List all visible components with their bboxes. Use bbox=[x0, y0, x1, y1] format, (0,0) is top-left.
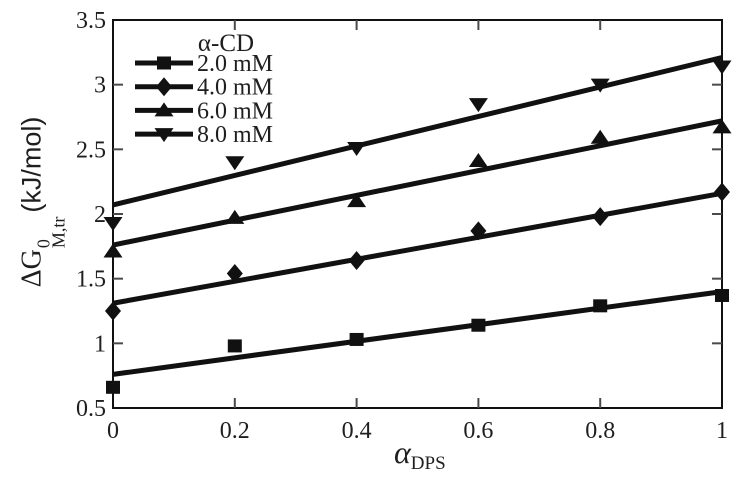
series-4.0-mM bbox=[105, 182, 730, 321]
series-fit-line bbox=[112, 118, 723, 248]
data-point-marker bbox=[348, 251, 365, 271]
legend-item-8.0-mM: 8.0 mM bbox=[135, 122, 273, 148]
data-point-marker bbox=[712, 119, 732, 134]
x-axis-label-subscript: DPS bbox=[410, 453, 446, 474]
legend-label: 4.0 mM bbox=[197, 75, 273, 101]
legend-item-4.0-mM: 4.0 mM bbox=[135, 75, 273, 101]
y-tick-label: 0.5 bbox=[76, 396, 106, 422]
legend-item-2.0-mM: 2.0 mM bbox=[135, 51, 273, 77]
y-axis-label-symbol: ΔG bbox=[16, 249, 48, 288]
data-point-marker bbox=[470, 221, 487, 241]
legend-key-marker bbox=[157, 56, 171, 70]
legend-label: 6.0 mM bbox=[197, 98, 273, 124]
x-axis-label: αDPS bbox=[394, 434, 446, 474]
x-tick-label: 0.6 bbox=[463, 418, 493, 444]
data-point-marker bbox=[225, 209, 245, 224]
x-tick-label: 0.4 bbox=[342, 418, 372, 444]
data-point-marker bbox=[349, 332, 364, 346]
data-point-marker bbox=[468, 152, 488, 167]
x-axis-label-symbol: α bbox=[394, 434, 411, 470]
data-point-marker bbox=[105, 301, 121, 321]
data-point-marker bbox=[590, 78, 610, 93]
legend-title: α-CD bbox=[198, 30, 254, 57]
data-point-marker bbox=[714, 182, 730, 202]
legend-label: 2.0 mM bbox=[197, 51, 273, 77]
y-axis-label-units: (kJ/mol) bbox=[16, 116, 47, 213]
y-tick-label: 2 bbox=[94, 202, 106, 228]
data-point-marker bbox=[106, 380, 120, 394]
y-tick-label: 1 bbox=[94, 331, 106, 357]
data-point-marker bbox=[590, 129, 610, 144]
x-tick-label: 0.8 bbox=[585, 418, 615, 444]
legend-label: 8.0 mM bbox=[197, 122, 273, 148]
data-point-marker bbox=[592, 207, 609, 227]
data-point-marker bbox=[226, 263, 243, 283]
y-axis-label: ΔG 0 M,tr (kJ/mol) bbox=[16, 116, 69, 288]
y-axis-label-subscript: M,tr bbox=[49, 216, 69, 249]
series-8.0-mM bbox=[103, 55, 732, 232]
legend-key-marker bbox=[156, 77, 172, 97]
series-6.0-mM bbox=[103, 118, 732, 258]
x-tick-label: 0.2 bbox=[220, 418, 250, 444]
data-point-marker bbox=[468, 98, 488, 113]
data-point-marker bbox=[471, 318, 486, 332]
data-point-marker bbox=[593, 299, 608, 313]
x-tick-label: 1 bbox=[716, 418, 728, 444]
data-point-marker bbox=[103, 217, 123, 232]
data-point-marker bbox=[712, 60, 732, 75]
y-axis-label-supsub: 0 M,tr bbox=[34, 216, 69, 249]
series-fit-line bbox=[112, 55, 723, 208]
legend: α-CD2.0 mM4.0 mM6.0 mM8.0 mM bbox=[135, 30, 273, 148]
y-tick-label: 3.5 bbox=[76, 8, 106, 34]
series-2.0-mM bbox=[106, 288, 729, 394]
data-point-marker bbox=[225, 156, 245, 171]
y-tick-label: 3 bbox=[94, 73, 106, 99]
x-tick-label: 0 bbox=[107, 418, 119, 444]
legend-key-marker bbox=[154, 102, 174, 117]
data-point-marker bbox=[347, 193, 367, 208]
series-fit-line bbox=[112, 289, 723, 377]
series-fit-line bbox=[112, 190, 723, 306]
data-point-marker bbox=[227, 339, 242, 353]
legend-item-6.0-mM: 6.0 mM bbox=[135, 98, 273, 124]
y-tick-label: 2.5 bbox=[76, 137, 106, 163]
data-point-marker bbox=[715, 288, 729, 302]
legend-key-marker bbox=[154, 128, 174, 143]
data-point-marker bbox=[347, 142, 367, 157]
data-point-marker bbox=[103, 243, 123, 258]
y-tick-label: 1.5 bbox=[76, 267, 106, 293]
